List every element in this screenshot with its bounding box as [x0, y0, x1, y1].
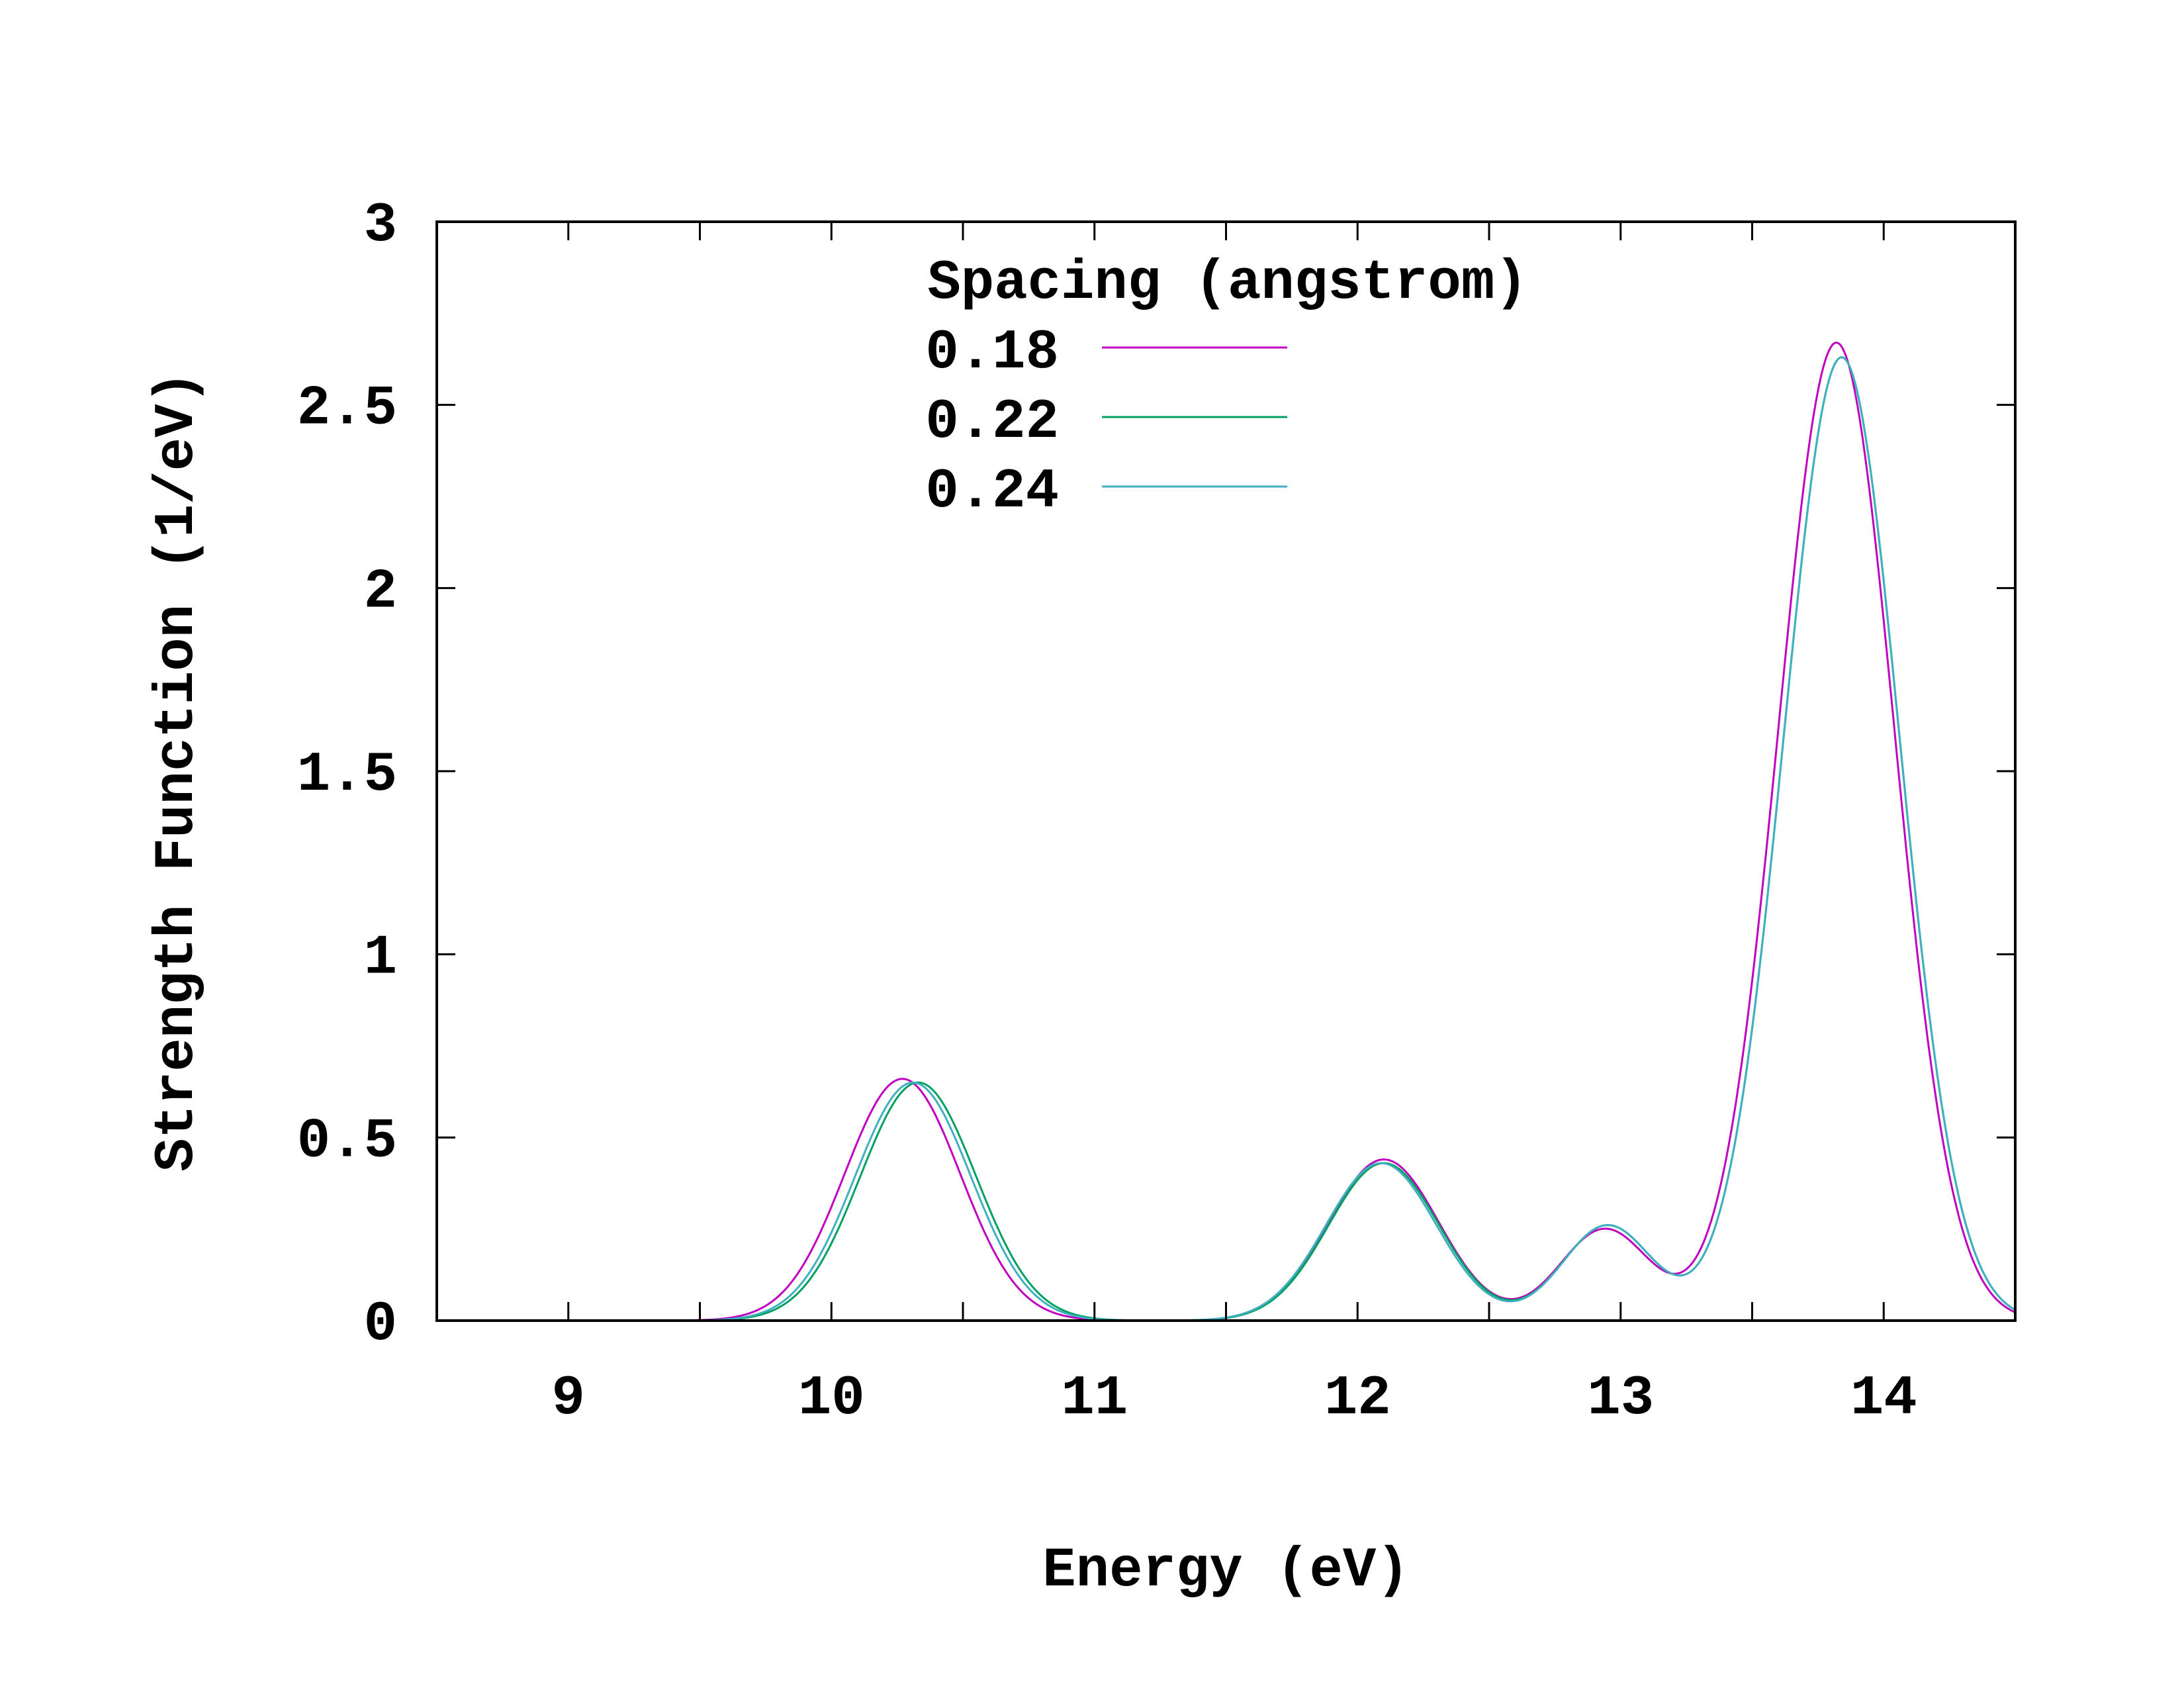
x-tick-label: 12	[1324, 1368, 1391, 1430]
plot-frame	[435, 220, 2017, 1322]
y-tick-label: 2	[364, 561, 397, 624]
series-layer	[516, 342, 2016, 1322]
series-line-0.24	[516, 356, 2016, 1322]
legend-title: Spacing (angstrom)	[927, 252, 1527, 315]
x-tick-label: 11	[1061, 1368, 1128, 1430]
x-tick-label: 14	[1850, 1368, 1917, 1430]
y-axis-title: Strength Function (1/eV)	[146, 371, 209, 1172]
x-tick-label: 10	[798, 1368, 865, 1430]
y-tick-label: 1	[364, 927, 397, 990]
y-tick-label: 0	[364, 1293, 397, 1356]
legend: Spacing (angstrom) 0.180.22 0.24	[925, 252, 1527, 524]
x-axis-title: Energy (eV)	[1042, 1540, 1410, 1603]
y-tick-labels: 0 0.5 1 1.5 2 2.5 3	[297, 195, 397, 1356]
y-tick-label: 1.5	[297, 744, 397, 807]
x-tick-label: 13	[1587, 1368, 1654, 1430]
x-tick-labels: 9 10 11 12 13 14	[552, 1368, 1917, 1430]
y-tick-label: 3	[364, 195, 397, 258]
y-tick-label: 2.5	[297, 378, 397, 441]
legend-label: 0.22	[925, 391, 1059, 454]
legend-label: 0.18	[925, 322, 1059, 385]
legend-label: 0.24	[925, 461, 1059, 524]
y-tick-label: 0.5	[297, 1110, 397, 1173]
x-tick-label: 9	[552, 1368, 585, 1430]
